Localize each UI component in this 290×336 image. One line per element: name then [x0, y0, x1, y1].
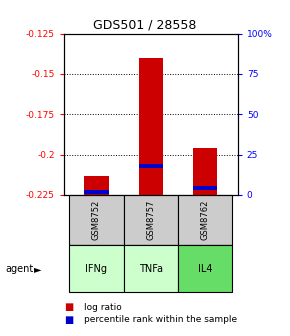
Bar [84, 175, 109, 195]
Text: percentile rank within the sample: percentile rank within the sample [84, 316, 237, 324]
Bar [178, 195, 232, 245]
Bar [193, 186, 218, 191]
Text: log ratio: log ratio [84, 303, 122, 312]
Text: ►: ► [34, 264, 41, 274]
Bar [84, 190, 109, 194]
Text: TNFa: TNFa [139, 264, 163, 274]
Bar [69, 195, 124, 245]
Bar [124, 245, 178, 292]
Bar [139, 164, 163, 168]
Bar [178, 245, 232, 292]
Text: GSM8757: GSM8757 [146, 200, 155, 240]
Bar [69, 245, 124, 292]
Text: GSM8752: GSM8752 [92, 200, 101, 240]
Bar [193, 148, 218, 195]
Text: GSM8762: GSM8762 [201, 200, 210, 240]
Text: agent: agent [6, 264, 34, 274]
Text: IL4: IL4 [198, 264, 212, 274]
Text: IFNg: IFNg [86, 264, 107, 274]
Bar [124, 195, 178, 245]
Text: ■: ■ [64, 302, 73, 312]
Text: GDS501 / 28558: GDS501 / 28558 [93, 18, 197, 32]
Text: ■: ■ [64, 315, 73, 325]
Bar [139, 58, 163, 195]
